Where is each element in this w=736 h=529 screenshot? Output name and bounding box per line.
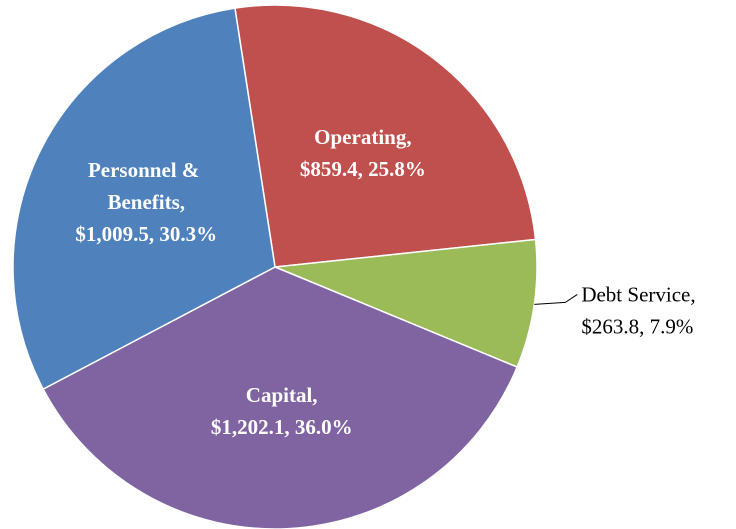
pie-slice xyxy=(12,7,276,391)
slice-label: Capital, xyxy=(246,383,318,407)
pie-slice xyxy=(274,238,538,369)
slice-label: Debt Service, xyxy=(581,282,695,306)
value-label: $859.4, 25.8% xyxy=(300,157,426,181)
slice-label: Personnel & Benefits, xyxy=(88,158,205,214)
value-label: $1,202.1, 36.0% xyxy=(211,415,353,439)
slice-label: Operating, xyxy=(314,125,411,149)
pie-slice xyxy=(234,4,537,268)
value-label: $263.8, 7.9% xyxy=(581,314,693,338)
value-label: $1,009.5, 30.3% xyxy=(75,222,217,246)
leader-line xyxy=(534,294,578,305)
